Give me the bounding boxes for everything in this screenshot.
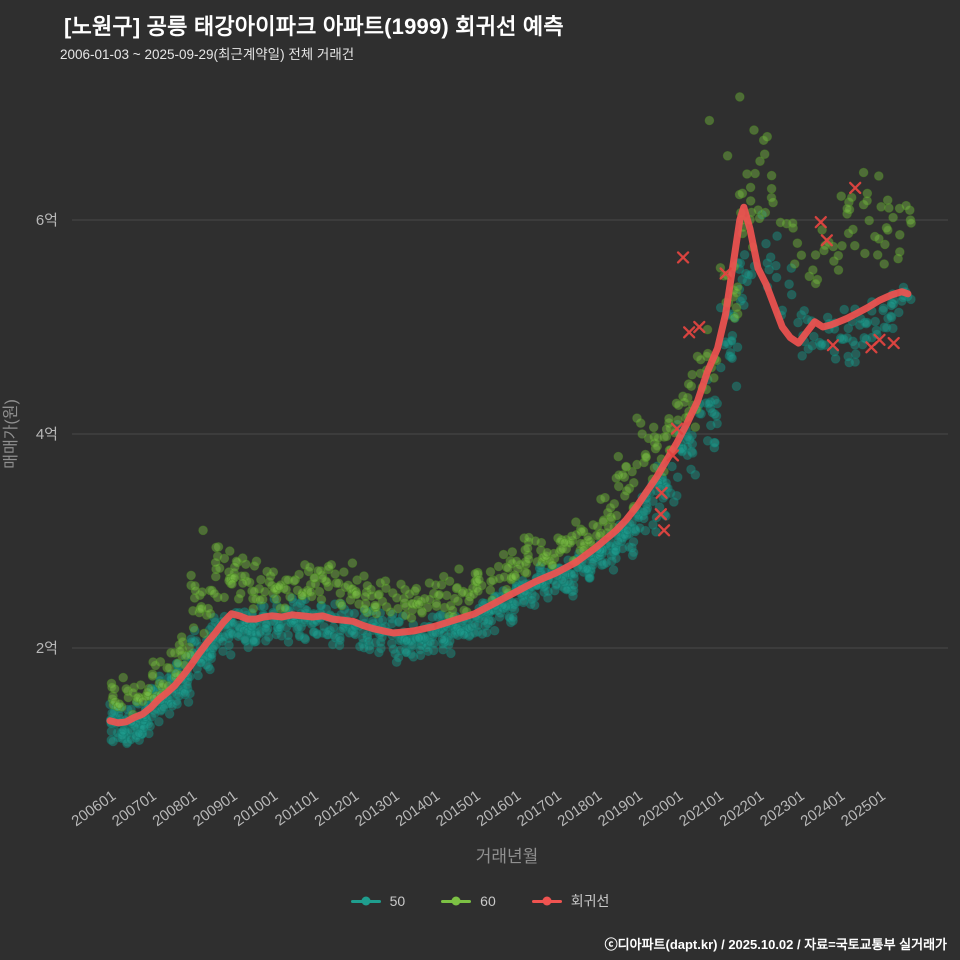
svg-text:202301: 202301 bbox=[757, 787, 808, 830]
svg-text:201001: 201001 bbox=[231, 787, 282, 830]
legend-item-60[interactable]: 60 bbox=[441, 893, 496, 909]
svg-text:201601: 201601 bbox=[474, 787, 525, 830]
series-60 bbox=[106, 92, 916, 720]
svg-text:200601: 200601 bbox=[69, 787, 120, 830]
svg-text:201701: 201701 bbox=[514, 787, 565, 830]
svg-text:2억: 2억 bbox=[36, 640, 58, 657]
chart-subtitle: 2006-01-03 ~ 2025-09-29(최근계약일) 전체 거래건 bbox=[60, 47, 355, 62]
legend-label-50: 50 bbox=[389, 893, 406, 909]
svg-text:202001: 202001 bbox=[636, 787, 687, 830]
source-credit: ⓒ디아파트(dapt.kr) / 2025.10.02 / 자료=국토교통부 실… bbox=[604, 937, 947, 952]
svg-text:201501: 201501 bbox=[433, 787, 484, 830]
series-50 bbox=[105, 209, 916, 749]
svg-text:200701: 200701 bbox=[109, 787, 160, 830]
svg-text:202501: 202501 bbox=[838, 787, 889, 830]
svg-text:202101: 202101 bbox=[676, 787, 727, 830]
legend-item-regression[interactable]: 회귀선 bbox=[531, 891, 610, 911]
svg-text:201101: 201101 bbox=[272, 787, 322, 829]
legend-marker-red-icon bbox=[531, 896, 562, 906]
svg-text:201401: 201401 bbox=[393, 787, 444, 830]
axis-tick-labels: 2억 4억 6억 2006012007012008012009012010012011… bbox=[36, 212, 889, 830]
y-axis-title: 매매가(원) bbox=[2, 399, 20, 469]
legend-label-60: 60 bbox=[480, 893, 496, 909]
svg-text:202201: 202201 bbox=[717, 787, 768, 830]
svg-text:4억: 4억 bbox=[36, 426, 58, 443]
legend-item-50[interactable]: 50 bbox=[350, 893, 406, 909]
legend-label-regression: 회귀선 bbox=[570, 893, 610, 909]
svg-text:202401: 202401 bbox=[798, 787, 849, 830]
svg-text:201201: 201201 bbox=[312, 787, 363, 830]
svg-text:201301: 201301 bbox=[352, 787, 403, 830]
legend-marker-teal-icon bbox=[350, 896, 381, 906]
svg-text:200801: 200801 bbox=[150, 787, 201, 830]
svg-text:201801: 201801 bbox=[555, 787, 606, 830]
regression-line bbox=[106, 203, 912, 727]
svg-text:200901: 200901 bbox=[190, 787, 241, 830]
legend-marker-green-icon bbox=[441, 896, 472, 906]
chart-legend: 50 60 회귀선 bbox=[0, 891, 960, 911]
svg-text:6억: 6억 bbox=[36, 212, 58, 229]
page-title: [노원구] 공릉 태강아이파크 아파트(1999) 회귀선 예측 bbox=[64, 14, 564, 39]
cancelled-x-marks bbox=[654, 181, 900, 537]
x-axis-title: 거래년월 bbox=[476, 847, 539, 866]
svg-text:201901: 201901 bbox=[595, 787, 646, 830]
